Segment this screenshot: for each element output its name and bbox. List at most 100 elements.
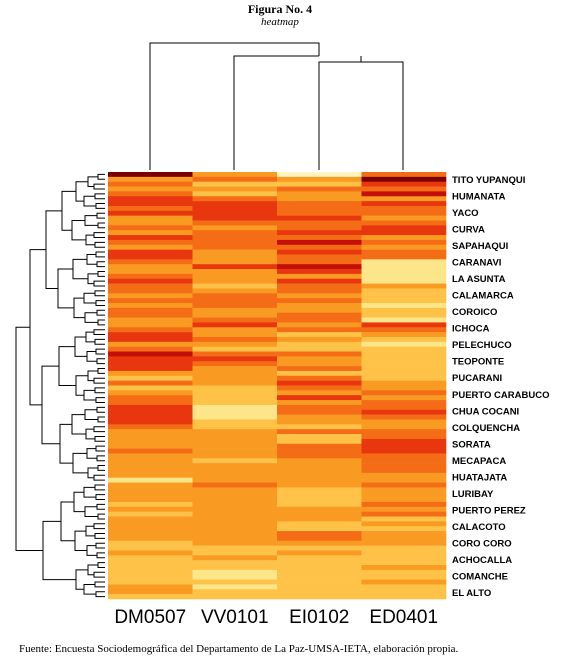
heatmap-cell (192, 303, 278, 309)
heatmap-cell (361, 366, 447, 372)
heatmap-cell (192, 322, 278, 328)
heatmap-cell (108, 477, 193, 483)
dendrogram-branch (95, 203, 105, 209)
heatmap-cell (192, 531, 278, 537)
dendrogram-branch (75, 375, 88, 396)
dendrogram-branch (83, 292, 96, 304)
heatmap-cell (108, 264, 193, 270)
heatmap-cell (277, 419, 362, 425)
heatmap-cell (361, 395, 447, 401)
heatmap-cell (192, 176, 278, 182)
heatmap-cell (192, 438, 278, 445)
dendrogram-branch (87, 564, 98, 576)
heatmap-cell (277, 201, 362, 207)
heatmap-cell (108, 278, 193, 284)
heatmap-cell (192, 186, 278, 192)
row-dendrogram (15, 173, 105, 598)
heatmap-cell (277, 511, 362, 517)
heatmap-cell (277, 176, 362, 182)
heatmap-cell (361, 574, 447, 580)
dendrogram-branch (95, 542, 105, 549)
dendrogram-branch (96, 455, 105, 462)
heatmap-cell (108, 574, 193, 580)
heatmap-cell (192, 574, 278, 580)
heatmap-cell (108, 181, 193, 187)
heatmap-cell (361, 540, 447, 546)
heatmap-cell (192, 385, 278, 391)
heatmap-cell (192, 400, 278, 406)
heatmap-cell (108, 511, 193, 517)
heatmap-cell (192, 535, 278, 542)
heatmap-cell (277, 472, 362, 478)
heatmap-cell (192, 443, 278, 449)
heatmap-cell (192, 579, 278, 585)
heatmap-cell (108, 322, 193, 328)
heatmap-cell (192, 172, 278, 178)
row-label: ICHOCA (452, 324, 490, 335)
heatmap-cell (361, 589, 447, 595)
heatmap-cell (361, 278, 447, 284)
dendrogram-branch (75, 569, 88, 590)
column-label: ED0401 (369, 607, 438, 628)
dendrogram-branch (95, 251, 105, 258)
row-label: TEOPONTE (452, 357, 504, 368)
heatmap-cell (192, 434, 278, 440)
dendrogram-branch (15, 326, 43, 551)
heatmap-cell (192, 273, 278, 280)
heatmap-cell (192, 404, 278, 411)
heatmap-cell (361, 215, 447, 221)
heatmap-cell (361, 346, 447, 352)
heatmap-cell (192, 424, 278, 430)
heatmap-cell (361, 463, 447, 469)
row-label: LA ASUNTA (452, 274, 506, 285)
heatmap-cell (108, 366, 193, 372)
heatmap-cell (108, 254, 193, 260)
heatmap-cell (361, 288, 447, 294)
heatmap-cell (108, 453, 193, 459)
heatmap-cell (108, 482, 193, 488)
heatmap-cell (277, 336, 362, 343)
heatmap-cell (277, 196, 362, 202)
heatmap-cell (108, 429, 193, 435)
heatmap-cell (361, 419, 447, 425)
heatmap-cell (192, 269, 278, 275)
heatmap-cell (192, 453, 278, 459)
heatmap-cell (108, 196, 193, 202)
heatmap-cell (361, 424, 447, 430)
heatmap-cell (277, 317, 362, 323)
dendrogram-branch (93, 523, 105, 530)
heatmap-cell (108, 492, 193, 498)
row-label: CALAMARCA (452, 291, 514, 302)
dendrogram-branch (42, 520, 76, 581)
heatmap-cell (108, 404, 193, 411)
dendrogram-branch (60, 501, 75, 542)
dendrogram-branch (94, 484, 105, 491)
row-labels: TITO YUPANQUI HUMANATA YACO CURVA SAPAHAQUI C… (452, 175, 549, 599)
heatmap-cell (361, 317, 447, 323)
heatmap-cell (361, 453, 447, 459)
heatmap-cell (277, 322, 362, 328)
dendrogram-branch (45, 210, 62, 289)
heatmap-cell (361, 356, 447, 362)
heatmap-cell (108, 172, 193, 178)
heatmap-cell (192, 259, 278, 265)
dendrogram-branch (95, 494, 105, 501)
heatmap-cell (361, 380, 447, 386)
heatmap-cell (192, 565, 278, 571)
heatmap-cell (277, 453, 362, 459)
heatmap-cell (361, 264, 447, 270)
heatmap-cell (277, 239, 362, 246)
heatmap-cell (361, 404, 447, 411)
heatmap-cell (108, 239, 193, 246)
dendrogram-branch (96, 406, 105, 413)
heatmap-cell (192, 458, 278, 464)
column-label: VV0101 (201, 607, 269, 628)
heatmap-cell (192, 390, 278, 396)
dendrogram-branch (61, 190, 76, 231)
dendrogram-branch (84, 312, 98, 323)
heatmap-cell (361, 298, 447, 304)
dendrogram-branch (58, 346, 76, 386)
heatmap-cell (108, 535, 193, 542)
heatmap-cell (192, 375, 278, 381)
heatmap-cell (108, 336, 193, 343)
